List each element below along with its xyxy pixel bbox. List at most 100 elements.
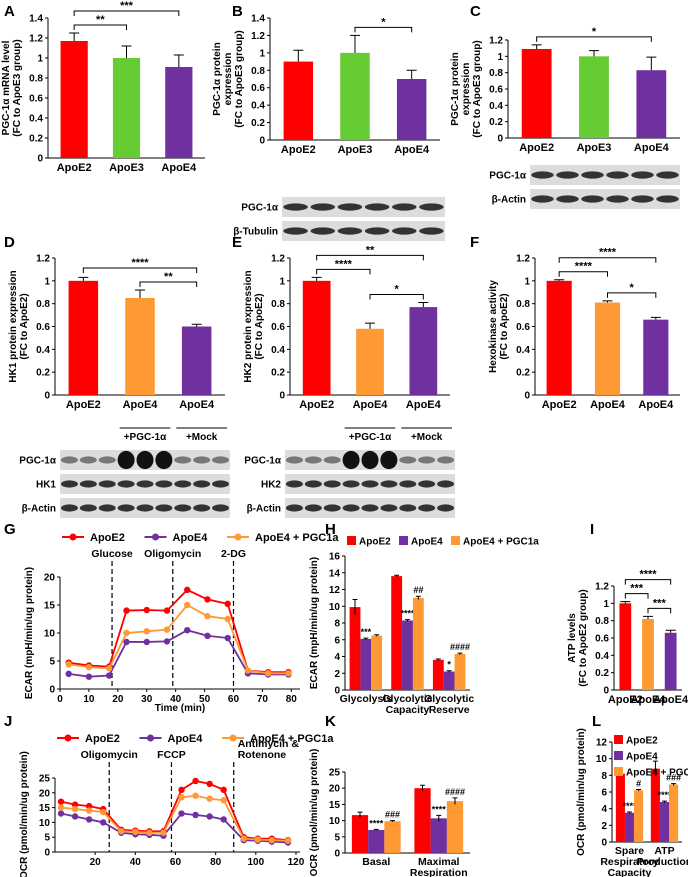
y-axis-label: ATP levels — [567, 613, 578, 663]
y-tick-label: 0 — [334, 686, 340, 697]
y-axis-label: (FC to ApoE3 group) — [12, 39, 23, 136]
error-bar — [554, 279, 565, 281]
legend-marker — [229, 734, 237, 742]
error-bar — [435, 658, 441, 661]
x-tick-label: ApoE4 — [179, 399, 215, 411]
data-point — [160, 829, 167, 836]
y-tick-label: 1 — [603, 599, 609, 610]
significance-label: **** — [657, 790, 672, 800]
error-bar — [452, 797, 458, 805]
blot-band — [337, 227, 363, 235]
series-line — [68, 603, 289, 675]
y-tick-label: 5 — [334, 832, 340, 843]
blot-band — [606, 171, 629, 179]
x-tick-label: 80 — [210, 857, 222, 868]
bar — [642, 618, 654, 690]
y-axis-label: (FC to ApoE3 group) — [472, 40, 483, 137]
annotation-label: Oligomycin — [144, 548, 201, 560]
blot-strip — [530, 165, 680, 185]
error-bar — [191, 323, 202, 327]
error-bar — [365, 322, 375, 329]
blot-band — [117, 480, 135, 488]
significance-label: *** — [630, 583, 644, 595]
y-tick-label: 1.2 — [36, 254, 50, 265]
blot-band — [174, 504, 192, 512]
data-point — [220, 786, 227, 794]
y-axis-label: OCR (pmol/min/ug protein) — [309, 749, 320, 877]
blot-label: HK2 — [261, 480, 281, 491]
y-axis-label: (FC to ApoE2) — [254, 293, 265, 359]
data-point — [143, 606, 150, 614]
data-point — [143, 638, 150, 646]
x-tick-label: ApoE4 — [123, 399, 159, 411]
x-tick-label: Basal — [362, 856, 390, 868]
series-line — [60, 794, 288, 842]
series-line — [60, 812, 289, 844]
data-point — [85, 807, 93, 814]
y-axis-label: expression — [461, 63, 472, 116]
bar — [664, 632, 677, 690]
y-tick-label: 1 — [37, 54, 43, 65]
y-tick-label: 0 — [524, 391, 530, 402]
y-tick-label: 0.6 — [271, 322, 285, 333]
y-tick-label: 0 — [334, 849, 340, 860]
blot-label: β-Tubulin — [233, 227, 278, 238]
bar — [432, 659, 444, 690]
bar — [368, 829, 385, 853]
legend-marker — [69, 533, 77, 541]
bar — [454, 653, 466, 690]
legend-swatch — [399, 536, 408, 545]
blot-label: HK1 — [36, 480, 56, 491]
blot-band — [437, 504, 455, 512]
blot-band — [304, 480, 322, 488]
group-label: +PGC-1α — [349, 432, 392, 443]
data-point — [204, 613, 211, 620]
y-tick-label: 0.2 — [36, 368, 50, 379]
blot-band — [656, 195, 679, 203]
data-point — [220, 816, 227, 823]
blot-band — [531, 171, 554, 179]
x-tick-label: Spare — [615, 845, 644, 857]
blot-band — [212, 480, 230, 488]
blot-strip — [282, 221, 445, 241]
bar — [349, 607, 361, 690]
y-tick-label: 20 — [39, 788, 51, 799]
data-point — [85, 802, 93, 810]
error-bar — [311, 276, 322, 281]
blot-band — [380, 480, 398, 488]
bar — [371, 635, 383, 690]
x-tick-label: ApoE2 — [519, 142, 554, 154]
blot-band — [437, 456, 455, 464]
bar — [643, 319, 669, 395]
bar — [615, 773, 625, 842]
legend-marker — [234, 533, 242, 541]
data-point — [123, 607, 130, 614]
x-tick-label: ApoE2 — [57, 162, 92, 174]
significance-label: ** — [96, 14, 105, 26]
x-tick-label: 40 — [170, 694, 182, 705]
y-tick-label: 0.4 — [29, 114, 43, 125]
significance-label: **** — [599, 247, 617, 259]
error-bar — [69, 32, 80, 41]
blot-band — [285, 480, 303, 488]
blot-band — [283, 227, 308, 235]
significance-bracket — [558, 271, 608, 277]
data-point — [178, 794, 185, 801]
blot-band — [117, 450, 135, 470]
legend-label: ApoE2 — [85, 733, 120, 745]
y-tick-label: 0.8 — [251, 66, 265, 77]
data-point — [99, 819, 107, 826]
blot-band — [392, 227, 417, 235]
bar — [165, 67, 193, 158]
panel-letter: L — [592, 713, 601, 730]
blot-band — [342, 450, 360, 470]
significance-bracket — [647, 607, 672, 614]
x-tick-label: 30 — [141, 694, 153, 705]
annotation-label: Antimycin & — [238, 738, 300, 750]
bar — [521, 48, 552, 138]
y-tick-label: 0 — [279, 391, 285, 402]
legend-swatch — [451, 536, 460, 545]
error-bar — [636, 789, 642, 792]
blot-band — [212, 504, 230, 512]
